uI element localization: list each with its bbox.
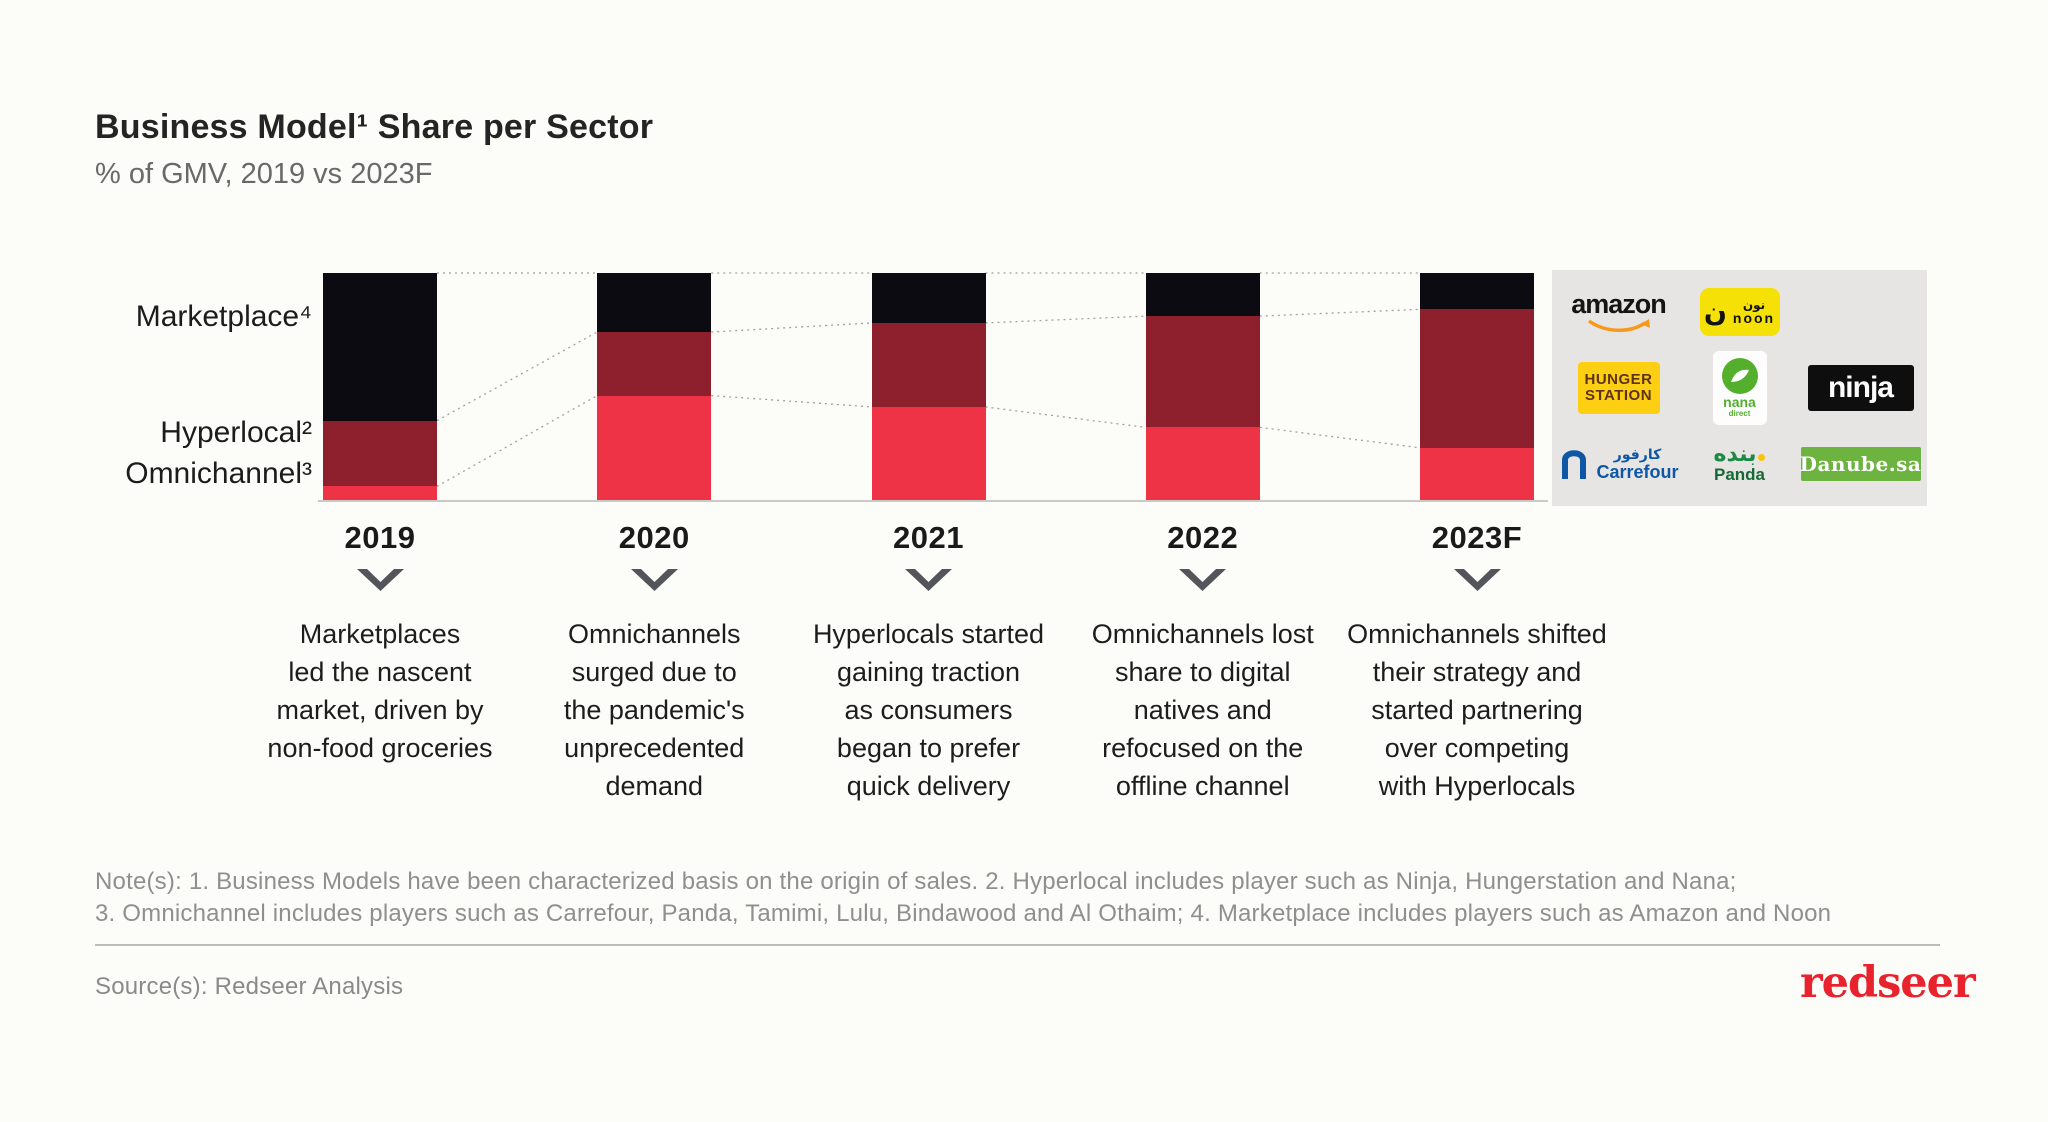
notes-line-2: 3. Omnichannel includes players such as … [95,900,1832,927]
carrefour-mark-icon [1562,450,1587,479]
segment-hyperlocal-2021 [871,322,986,407]
segment-marketplace-2022 [1145,273,1260,317]
segment-hyperlocal-2023F [1420,309,1534,448]
bar-2021 [871,273,986,500]
page-subtitle: % of GMV, 2019 vs 2023F [95,158,433,190]
footer-divider [95,944,1940,946]
annotation-2023F: Omnichannels shifted their strategy and … [1347,619,1607,801]
segment-omnichannel-2019 [323,486,437,500]
source-text: Source(s): Redseer Analysis [95,973,404,1000]
segment-omnichannel-2023F [1420,447,1534,500]
annotation-2019: Marketplaces led the nascent market, dri… [267,619,493,763]
annotation-2020: Omnichannels surged due to the pandemic'… [563,619,745,801]
year-label-2023F: 2023F [1431,520,1523,555]
annotation-2021: Hyperlocals started gaining traction as … [812,619,1045,801]
segment-omnichannel-2022 [1145,427,1260,500]
carrefour-logo: كارفور Carrefour [1558,446,1679,483]
bar-2023F [1420,273,1534,500]
segment-hyperlocal-2019 [323,420,437,487]
segment-marketplace-2020 [597,273,712,333]
axis-label-marketplace: Marketplace⁴ [135,300,312,333]
panda-logo: بنده Panda [1713,440,1766,484]
amazon-logo: amazon [1571,290,1667,334]
axis-label-omnichannel: Omnichannel³ [125,457,312,490]
chevron-down-icon [1179,569,1227,591]
chevron-down-icon [1453,569,1501,591]
nana-logo: nana direct [1712,351,1767,425]
year-label-2019: 2019 [344,520,416,555]
bar-2020 [597,273,712,500]
bar-2019 [323,273,437,500]
nana-leaf-icon [1721,358,1758,394]
panda-accent-dot [1758,453,1766,461]
segment-marketplace-2023F [1420,273,1534,310]
axis-label-hyperlocal: Hyperlocal² [160,416,312,449]
bar-2022 [1145,273,1260,500]
ninja-logo: ninja [1807,365,1914,411]
amazon-smile-icon [1587,318,1650,332]
player-logos-panel: amazon ن نون noon HUNGER STATION [1552,270,1927,506]
segment-omnichannel-2020 [597,395,712,500]
year-label-2022: 2022 [1167,520,1239,555]
annotation-2022: Omnichannels lost share to digital nativ… [1091,619,1314,801]
page-title: Business Model¹ Share per Sector [95,108,654,146]
segment-omnichannel-2021 [871,406,986,500]
chevron-down-icon [630,569,678,591]
segment-hyperlocal-2022 [1145,316,1260,428]
segment-marketplace-2021 [871,273,986,323]
year-label-2021: 2021 [893,520,964,555]
segment-hyperlocal-2020 [597,332,712,396]
chevron-down-icon [905,569,952,591]
year-label-2020: 2020 [618,520,690,555]
segment-marketplace-2019 [323,273,437,421]
notes-line-1: Note(s): 1. Business Models have been ch… [95,868,1737,895]
redseer-logo: redseer [1800,958,1976,1008]
noon-logo: ن نون noon [1699,288,1780,336]
danube-logo: Danube.sa [1800,447,1921,481]
chevron-down-icon [356,569,404,591]
hungerstation-logo: HUNGER STATION [1577,362,1660,414]
